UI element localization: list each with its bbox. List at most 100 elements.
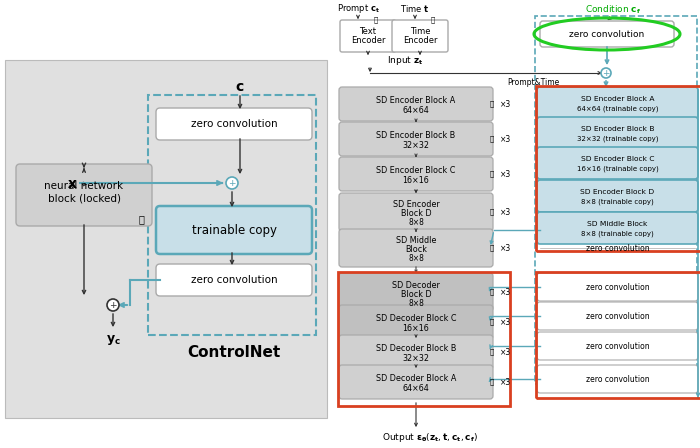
Text: neural network: neural network	[44, 181, 124, 191]
Text: zero convolution: zero convolution	[569, 30, 645, 39]
Text: ⚿: ⚿	[431, 17, 435, 23]
FancyBboxPatch shape	[16, 164, 152, 226]
Text: +: +	[109, 301, 117, 310]
Text: Text: Text	[360, 26, 377, 35]
FancyBboxPatch shape	[537, 302, 698, 330]
Text: Block D: Block D	[400, 289, 431, 298]
Text: SD Encoder Block D: SD Encoder Block D	[580, 189, 654, 195]
Text: 8×8 (trainable copy): 8×8 (trainable copy)	[581, 199, 654, 205]
Text: ×3: ×3	[500, 134, 512, 143]
Text: zero convolution: zero convolution	[586, 283, 650, 292]
Text: 16×16: 16×16	[402, 323, 429, 332]
FancyBboxPatch shape	[537, 332, 698, 360]
Bar	[535, 16, 697, 384]
Text: Time: Time	[410, 26, 430, 35]
Text: $\mathbf{c}$: $\mathbf{c}$	[235, 80, 245, 94]
Bar	[5, 60, 327, 418]
Text: ⚿: ⚿	[490, 136, 494, 142]
FancyBboxPatch shape	[156, 206, 312, 254]
Text: 64×64: 64×64	[402, 105, 429, 115]
FancyBboxPatch shape	[540, 21, 674, 47]
Text: SD Decoder Block C: SD Decoder Block C	[376, 314, 456, 323]
Text: ⚿: ⚿	[138, 214, 144, 224]
Text: 16×16: 16×16	[402, 176, 429, 185]
FancyBboxPatch shape	[339, 365, 493, 399]
Text: Output $\mathbf{\epsilon_\theta}(\mathbf{z_t}, \mathbf{t}, \mathbf{c_t}, \mathbf: Output $\mathbf{\epsilon_\theta}(\mathbf…	[382, 431, 478, 444]
Text: SD Middle: SD Middle	[395, 236, 436, 245]
Text: Block: Block	[405, 245, 427, 254]
Text: Input $\mathbf{z_t}$: Input $\mathbf{z_t}$	[387, 53, 424, 66]
Text: Prompt&Time: Prompt&Time	[507, 78, 559, 86]
Text: SD Decoder Block B: SD Decoder Block B	[376, 344, 456, 353]
Bar	[148, 95, 316, 335]
Text: SD Encoder Block C: SD Encoder Block C	[377, 165, 456, 175]
Text: zero convolution: zero convolution	[586, 375, 650, 383]
Text: SD Encoder Block C: SD Encoder Block C	[581, 156, 655, 162]
Text: ⚿: ⚿	[490, 101, 494, 108]
FancyBboxPatch shape	[339, 335, 493, 369]
FancyBboxPatch shape	[537, 365, 698, 393]
FancyBboxPatch shape	[339, 229, 493, 267]
Text: Time $\mathbf{t}$: Time $\mathbf{t}$	[400, 3, 430, 13]
FancyBboxPatch shape	[339, 122, 493, 156]
Text: 32×32: 32×32	[402, 141, 430, 150]
Text: ×3: ×3	[500, 169, 512, 178]
Text: 32×32 (trainable copy): 32×32 (trainable copy)	[577, 136, 658, 142]
Text: 8×8: 8×8	[408, 254, 424, 263]
FancyBboxPatch shape	[537, 180, 698, 212]
Text: ControlNet: ControlNet	[188, 345, 281, 359]
Text: Encoder: Encoder	[402, 35, 438, 44]
Circle shape	[226, 177, 238, 189]
FancyBboxPatch shape	[537, 147, 698, 179]
Text: zero convolution: zero convolution	[586, 244, 650, 253]
Text: ×3: ×3	[500, 348, 512, 357]
Text: $\mathbf{x}$: $\mathbf{x}$	[66, 177, 78, 191]
FancyBboxPatch shape	[339, 193, 493, 231]
FancyBboxPatch shape	[537, 212, 698, 244]
Text: SD Encoder: SD Encoder	[393, 199, 440, 208]
Text: ⚿: ⚿	[490, 209, 494, 215]
Text: 8×8: 8×8	[408, 217, 424, 227]
Circle shape	[601, 68, 611, 78]
Bar	[338, 272, 510, 406]
Text: ⚿: ⚿	[374, 17, 378, 23]
Text: ×3: ×3	[500, 244, 512, 253]
Text: SD Encoder Block B: SD Encoder Block B	[377, 130, 456, 139]
Text: trainable copy: trainable copy	[192, 224, 276, 237]
Text: SD Decoder: SD Decoder	[392, 280, 440, 289]
FancyBboxPatch shape	[339, 273, 493, 311]
Text: ⚿: ⚿	[490, 319, 494, 325]
FancyBboxPatch shape	[339, 87, 493, 121]
FancyBboxPatch shape	[156, 264, 312, 296]
Bar	[536, 86, 700, 251]
FancyBboxPatch shape	[339, 305, 493, 339]
Text: SD Encoder Block B: SD Encoder Block B	[581, 126, 655, 132]
Text: 8×8: 8×8	[408, 298, 424, 307]
Text: ×3: ×3	[500, 318, 512, 327]
Bar	[536, 272, 700, 398]
Text: ×3: ×3	[500, 207, 512, 216]
FancyBboxPatch shape	[340, 20, 396, 52]
Text: SD Encoder Block A: SD Encoder Block A	[377, 95, 456, 104]
FancyBboxPatch shape	[156, 108, 312, 140]
Text: zero convolution: zero convolution	[586, 311, 650, 320]
Text: +: +	[228, 178, 236, 188]
Text: Condition $\mathbf{c_f}$: Condition $\mathbf{c_f}$	[585, 4, 641, 16]
FancyBboxPatch shape	[537, 87, 698, 119]
Text: $\mathbf{y_c}$: $\mathbf{y_c}$	[106, 333, 120, 347]
Text: zero convolution: zero convolution	[190, 119, 277, 129]
Text: 32×32: 32×32	[402, 353, 430, 362]
Text: +: +	[602, 69, 610, 78]
Text: zero convolution: zero convolution	[190, 275, 277, 285]
Text: ⚿: ⚿	[490, 171, 494, 177]
FancyBboxPatch shape	[537, 117, 698, 149]
FancyBboxPatch shape	[537, 273, 698, 301]
Text: Prompt $\mathbf{c_t}$: Prompt $\mathbf{c_t}$	[337, 1, 379, 14]
Text: ⚿: ⚿	[490, 289, 494, 295]
Text: SD Middle Block: SD Middle Block	[587, 221, 648, 227]
Text: Encoder: Encoder	[351, 35, 385, 44]
Text: 16×16 (trainable copy): 16×16 (trainable copy)	[577, 166, 659, 172]
Text: block (locked): block (locked)	[48, 193, 120, 203]
Text: 8×8 (trainable copy): 8×8 (trainable copy)	[581, 231, 654, 237]
Text: ×3: ×3	[500, 378, 512, 387]
